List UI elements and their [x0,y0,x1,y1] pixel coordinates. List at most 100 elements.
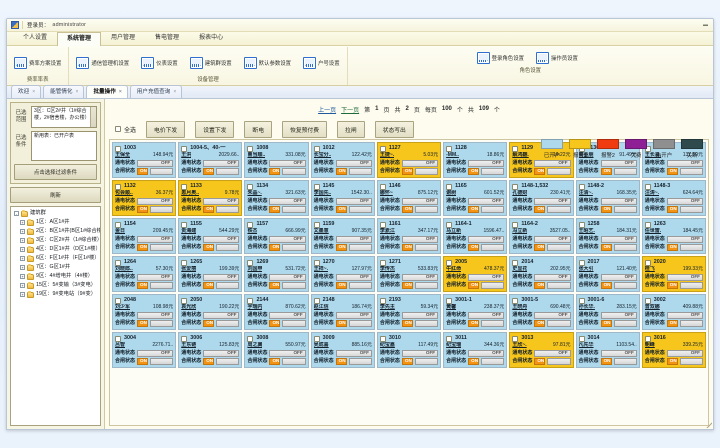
ribbon-button-comm-manager[interactable]: 通信管理机设置 [73,50,132,75]
meter-card[interactable]: 1145 李国先.. 1542.30.. 通电状态 OFF 合闸状态 ON [310,180,375,216]
meter-card[interactable]: 1159 文墨意 907.35元 通电状态 OFF 合闸状态 ON [310,218,375,254]
checkbox-icon[interactable] [644,221,651,228]
expand-icon[interactable]: + [20,220,25,225]
choose-filter-button[interactable]: 点击选择过滤条件 [14,164,97,180]
checkbox-icon[interactable] [446,335,453,342]
meter-card[interactable]: 1127 王捷~. 5.03元 通电状态 OFF 合闸状态 ON [376,142,442,178]
checkbox-icon[interactable] [379,297,386,304]
meter-card[interactable]: 1164-2 冯立新 3527.05.. 通电状态 OFF 合闸状态 ON [509,218,574,254]
meter-card[interactable]: 2014 史显花 202.95元 通电状态 OFF 合闸状态 ON [509,256,574,292]
menu-item-personal[interactable]: 个人设置 [23,35,48,41]
checkbox-icon[interactable] [578,221,585,228]
checkbox-icon[interactable] [247,221,254,228]
checkbox-icon[interactable] [247,145,254,152]
checkbox-icon[interactable] [115,183,121,190]
meter-card[interactable]: 1154 金日 209.45元 通电状态 OFF 合闸状态 ON [112,218,177,254]
meter-card-grid-wrapper[interactable]: 1003 王保全 148.94元 通电状态 OFF 合闸状态 ON 1004-5、40-一 王洪… [109,139,709,426]
menu-item-system[interactable]: 系统管理 [57,32,102,46]
meter-card[interactable]: 1148-2 汪清~. 168.35元 通电状态 OFF 合闸状态 ON [575,180,640,216]
checkbox-icon[interactable] [181,183,188,190]
expand-icon[interactable]: + [20,274,25,279]
meter-card[interactable]: 1270 王祥~. 127.97元 通电状态 OFF 合闸状态 ON [310,256,375,292]
checkbox-icon[interactable] [313,259,320,266]
power-off-button[interactable]: 断电 [244,120,273,138]
meter-card[interactable]: 1003 王保全 148.94元 通电状态 OFF 合闸状态 ON [112,142,177,178]
menu-item-reports[interactable]: 报表中心 [199,35,224,41]
meter-card[interactable]: 1148-1,532 孔德财 230.41元 通电状态 OFF 合闸状态 ON [509,180,574,216]
tree-node-zone-19[interactable]: + 19区：9#变电站（9#变） [12,290,99,299]
meter-card[interactable]: 1164-1 马立新 1596.47.. 通电状态 OFF 合闸状态 ON [443,218,508,254]
checkbox-icon[interactable] [313,297,320,304]
checkbox-icon[interactable] [379,221,386,228]
tree-node-zone-2[interactable]: + 2区：B区1#井(B区1#综合楼) [12,227,100,236]
status-writeout-button[interactable]: 状态写出 [374,120,414,138]
checkbox-icon[interactable] [247,259,254,266]
meter-card[interactable]: 2048 刘少军 108.98元 通电状态 OFF 合闸状态 ON [112,294,177,330]
checkbox-icon[interactable] [512,259,519,266]
meter-card[interactable]: 1133 患月奥.. 9.78元 通电状态 OFF 合闸状态 ON [178,180,243,216]
tab-energy-mgmt[interactable]: 能管情化 × [43,85,85,98]
meter-card[interactable]: 1155 贵海建 544.29元 通电状态 OFF 合闸状态 ON [178,218,243,254]
checkbox-icon[interactable] [115,259,121,266]
checkbox-icon[interactable] [578,335,585,342]
meter-card[interactable]: 2017 张大引 121.40元 通电状态 OFF 合闸状态 ON [575,256,640,292]
checkbox-icon[interactable] [313,221,320,228]
window-minimize-button[interactable]: ▬ [703,22,708,28]
checkbox-icon[interactable] [578,297,585,304]
expand-icon[interactable]: + [20,283,25,288]
meter-card[interactable]: 3002 曾双娜 409.88元 通电状态 OFF 合闸状态 ON [641,294,706,330]
building-tree[interactable]: - 建筑群 + 1区：A区1#井 + 2区：B区1#井(B区1#综合楼) [10,206,101,426]
tree-node-zone-3[interactable]: + 3区：C区2#井（1#综合楼） [12,236,100,245]
ribbon-button-login-role[interactable]: 登录角色设置 [474,50,527,66]
checkbox-icon[interactable] [115,297,121,304]
tree-node-zone-4[interactable]: + 4区：D区1#井（D区1#楼） [12,245,100,254]
expand-icon[interactable]: + [20,247,25,252]
meter-card[interactable]: 3001-5 王晓舟 690.48元 通电状态 OFF 合闸状态 ON [509,294,574,330]
meter-card[interactable]: 2005 牛红命 478.37元 通电状态 OFF 合闸状态 ON [443,256,508,292]
tree-node-zone-6[interactable]: + 6区：F区1#井（F区1#楼） [12,254,100,263]
checkbox-icon[interactable] [379,183,386,190]
meter-card[interactable]: 1269 刘国申 531.72元 通电状态 OFF 合闸状态 ON [244,256,309,292]
tree-node-zone-7[interactable]: + 7区：G区1#井 [12,263,99,272]
meter-card[interactable]: 3010 纪宝嘉 117.49元 通电状态 OFF 合闸状态 ON [376,332,442,368]
next-page-link[interactable]: 下一页 [341,107,360,114]
meter-card[interactable]: 3006 王东链 125.83元 通电状态 OFF 合闸状态 ON [178,332,243,368]
close-icon[interactable]: × [32,89,36,95]
checkbox-icon[interactable] [181,335,188,342]
ribbon-button-account-number[interactable]: 户号设置 [300,50,343,75]
close-icon[interactable]: × [75,89,79,95]
checkbox-icon[interactable] [512,297,519,304]
tree-node-root[interactable]: - 建筑群 [12,209,99,218]
meter-card[interactable]: 1157 铁杰 666.99元 通电状态 OFF 合闸状态 ON [244,218,309,254]
menu-item-sales[interactable]: 售电管理 [155,35,180,41]
checkbox-icon[interactable] [247,183,254,190]
checkbox-icon[interactable] [313,183,320,190]
meter-card[interactable]: 3009 吴成喜 885.16元 通电状态 OFF 合闸状态 ON [310,332,375,368]
selected-range-value[interactable]: 3区：C区2#井（1#综合楼，2#宿舍楼，办公楼） [31,106,97,128]
checkbox-icon[interactable] [115,126,121,132]
checkbox-icon[interactable] [446,297,453,304]
checkbox-icon[interactable] [379,259,386,266]
expand-icon[interactable]: + [20,265,25,270]
expand-icon[interactable]: + [20,292,25,297]
tree-node-zone-1[interactable]: + 1区：A区1#井 [12,218,99,227]
expand-icon[interactable]: + [20,229,25,234]
tree-node-zone-15[interactable]: + 15区：5#变输（3#变电） [12,281,99,290]
checkbox-icon[interactable] [181,297,188,304]
ribbon-button-meter-settings[interactable]: 仪表设置 [138,50,181,75]
resize-grip[interactable] [705,421,712,428]
checkbox-icon[interactable] [247,335,254,342]
checkbox-icon[interactable] [115,335,121,342]
meter-card[interactable]: 1265 张爱丽 199.39元 通电状态 OFF 合闸状态 ON [178,256,243,292]
meter-card[interactable]: 1271 李传杰 533.83元 通电状态 OFF 合闸状态 ON [376,256,442,292]
price-dispatch-button[interactable]: 电价下发 [146,120,186,138]
checkbox-icon[interactable] [313,145,320,152]
checkbox-icon[interactable] [446,259,453,266]
meter-card[interactable]: 1008 曹当顺.. 331.08元 通电状态 OFF 合闸状态 ON [244,142,309,178]
ribbon-button-building-settings[interactable]: 建筑群设置 [187,50,235,75]
meter-card[interactable]: 1161 李素江 347.17元 通电状态 OFF 合闸状态 ON [376,218,442,254]
checkbox-icon[interactable] [512,221,519,228]
tab-recharge-query[interactable]: 用户充值查询 × [129,85,183,98]
checkbox-icon[interactable] [512,145,519,152]
checkbox-icon[interactable] [446,145,453,152]
